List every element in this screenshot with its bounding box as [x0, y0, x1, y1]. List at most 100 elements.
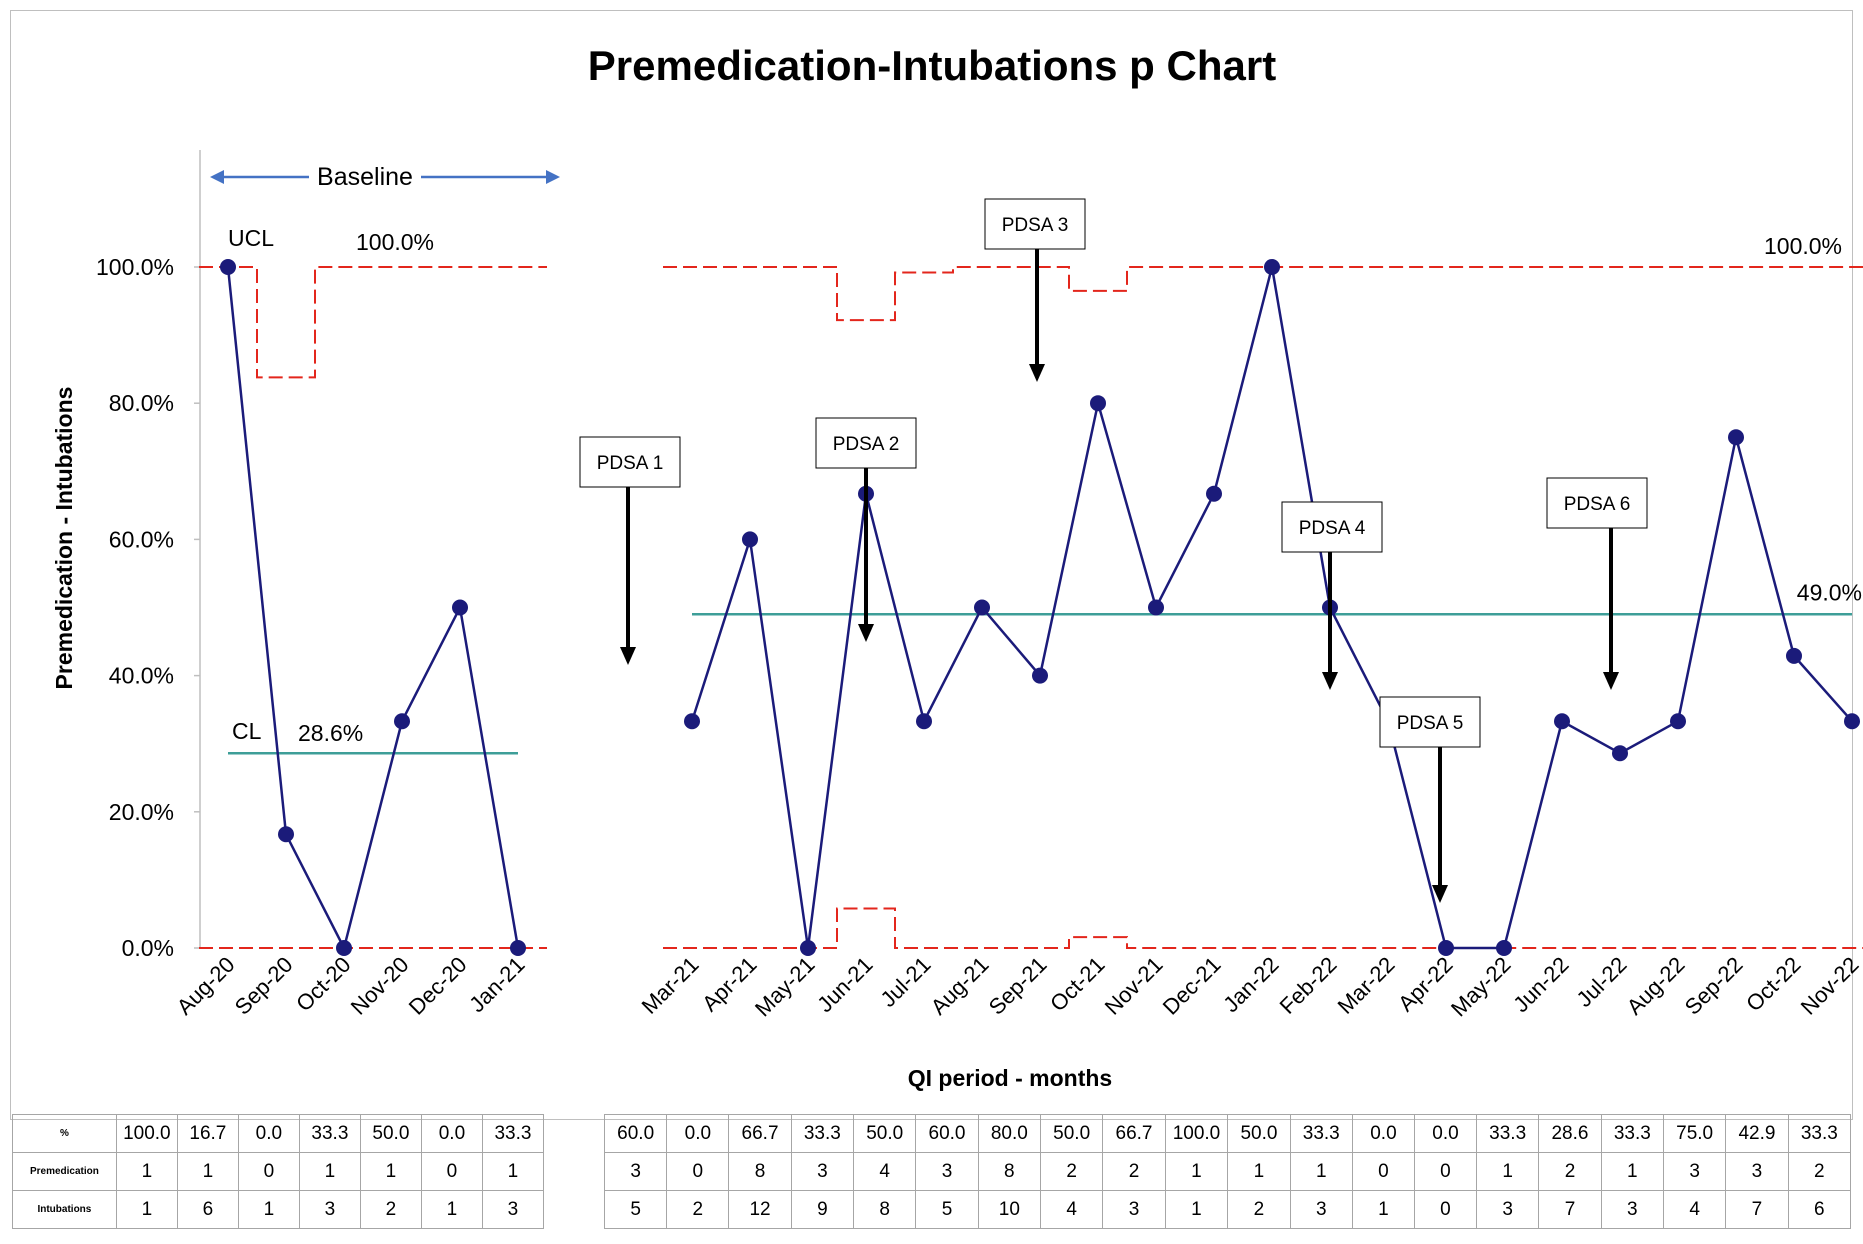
series-line — [226, 266, 520, 952]
pdsa-box — [984, 198, 1086, 250]
table-cell: 33.3 — [1600, 1114, 1664, 1153]
pdsa-arrowhead — [1603, 672, 1619, 690]
table-row-label: Premedication — [12, 1152, 117, 1191]
pdsa-arrowhead — [1322, 672, 1338, 690]
x-tick-label: Jan-22 — [1218, 952, 1283, 1017]
table-cell: 1 — [115, 1152, 178, 1191]
table-cell: 33.3 — [1787, 1114, 1852, 1153]
table-cell: 10 — [977, 1190, 1042, 1229]
table-cell: 66.7 — [728, 1114, 792, 1153]
x-tick-label: Dec-20 — [404, 952, 472, 1020]
table-row-label: Intubations — [12, 1190, 117, 1229]
table-cell: 50.0 — [853, 1114, 917, 1153]
x-tick-label: May-22 — [1446, 952, 1516, 1022]
data-point — [510, 940, 526, 956]
table-cell: 1 — [1475, 1152, 1540, 1191]
table-cell: 6 — [176, 1190, 239, 1229]
data-point — [1786, 647, 1802, 664]
table-cell: 0.0 — [237, 1114, 300, 1153]
table-cell: 8 — [853, 1190, 917, 1229]
table-cell: 60.0 — [603, 1114, 668, 1153]
table-cell: 3 — [1475, 1190, 1540, 1229]
x-tick-label: Aug-20 — [172, 952, 240, 1020]
baseline-label: Baseline — [317, 163, 413, 191]
y-tick-label: 20.0% — [109, 799, 174, 825]
table-cell: 7 — [1725, 1190, 1789, 1229]
table-cell: 33.3 — [1475, 1114, 1540, 1153]
table-cell: 60.0 — [915, 1114, 979, 1153]
table-cell: 12 — [728, 1190, 792, 1229]
pdsa-label: PDSA 2 — [833, 434, 900, 455]
data-point — [1844, 713, 1860, 730]
ucl-line — [199, 266, 547, 379]
table-cell: 0 — [1413, 1152, 1477, 1191]
data-point — [278, 826, 294, 843]
table-cell: 33.3 — [1289, 1114, 1353, 1153]
x-tick-label: Sep-20 — [230, 952, 298, 1020]
pdsa-label: PDSA 4 — [1299, 518, 1366, 539]
table-cell: 4 — [1662, 1190, 1727, 1229]
x-tick-label: Sep-21 — [984, 952, 1052, 1020]
x-tick-label: Oct-21 — [1045, 952, 1109, 1016]
x-tick-label: Jun-21 — [812, 952, 877, 1017]
table-cell: 6 — [1787, 1190, 1852, 1229]
table-cell: 2 — [666, 1190, 730, 1229]
table-cell: 1 — [176, 1152, 239, 1191]
pdsa-box — [815, 417, 917, 469]
x-tick-label: Jun-22 — [1508, 952, 1573, 1017]
table-cell: 0 — [666, 1152, 730, 1191]
table-cell: 3 — [790, 1152, 855, 1191]
table-cell: 50.0 — [1039, 1114, 1104, 1153]
table-cell: 1 — [115, 1190, 178, 1229]
qi-cl-value: 49.0% — [1797, 579, 1862, 605]
pdsa-arrowhead — [1432, 885, 1448, 903]
x-tick-label: Dec-21 — [1158, 952, 1226, 1020]
baseline-ucl-value: 100.0% — [356, 229, 434, 255]
table-cell: 42.9 — [1725, 1114, 1789, 1153]
x-tick-label: Mar-21 — [637, 952, 704, 1019]
table-cell: 75.0 — [1662, 1114, 1727, 1153]
x-tick-label: Nov-21 — [1100, 952, 1168, 1020]
table-cell: 3 — [1102, 1190, 1166, 1229]
table-cell: 0.0 — [1413, 1114, 1477, 1153]
table-cell: 4 — [853, 1152, 917, 1191]
pdsa-box — [1379, 696, 1481, 748]
pdsa-label: PDSA 5 — [1397, 713, 1464, 734]
table-cell: 5 — [603, 1190, 668, 1229]
table-cell: 1 — [420, 1190, 483, 1229]
table-cell: 1 — [481, 1152, 545, 1191]
table-cell: 0.0 — [420, 1114, 483, 1153]
table-cell: 0 — [1413, 1190, 1477, 1229]
table-cell: 1 — [1164, 1152, 1229, 1191]
x-tick-label: Sep-22 — [1680, 952, 1748, 1020]
table-cell: 0.0 — [666, 1114, 730, 1153]
data-point — [220, 259, 236, 275]
baseline-arrowhead-left — [210, 170, 224, 184]
table-cell: 2 — [1538, 1152, 1602, 1191]
table-cell: 1 — [298, 1152, 361, 1191]
table-cell: 0 — [237, 1152, 300, 1191]
x-tick-label: Mar-22 — [1333, 952, 1400, 1019]
x-tick-label: Aug-21 — [926, 952, 994, 1020]
cl-label: CL — [232, 718, 262, 744]
data-point — [1032, 667, 1048, 684]
data-point — [452, 599, 468, 616]
table-cell: 1 — [1164, 1190, 1229, 1229]
y-tick-label: 40.0% — [109, 663, 174, 689]
x-axis-label: QI period - months — [908, 1065, 1112, 1091]
table-cell: 28.6 — [1538, 1114, 1602, 1153]
table-cell: 50.0 — [359, 1114, 422, 1153]
chart-title: Premedication-Intubations p Chart — [588, 42, 1276, 89]
pdsa-label: PDSA 3 — [1002, 215, 1069, 236]
y-tick-label: 60.0% — [109, 526, 174, 552]
data-point — [974, 599, 990, 616]
qi-ucl-value: 100.0% — [1764, 233, 1842, 259]
x-tick-label: May-21 — [750, 952, 820, 1022]
table-cell: 2 — [1102, 1152, 1166, 1191]
table-cell: 5 — [915, 1190, 979, 1229]
baseline-data-table: % 100.0 16.7 0.0 33.3 50.0 0.0 33.3 Premedicati… — [12, 1114, 545, 1229]
data-point — [800, 940, 816, 956]
table-cell: 2 — [1787, 1152, 1852, 1191]
ucl-label: UCL — [228, 225, 274, 251]
table-cell: 7 — [1538, 1190, 1602, 1229]
